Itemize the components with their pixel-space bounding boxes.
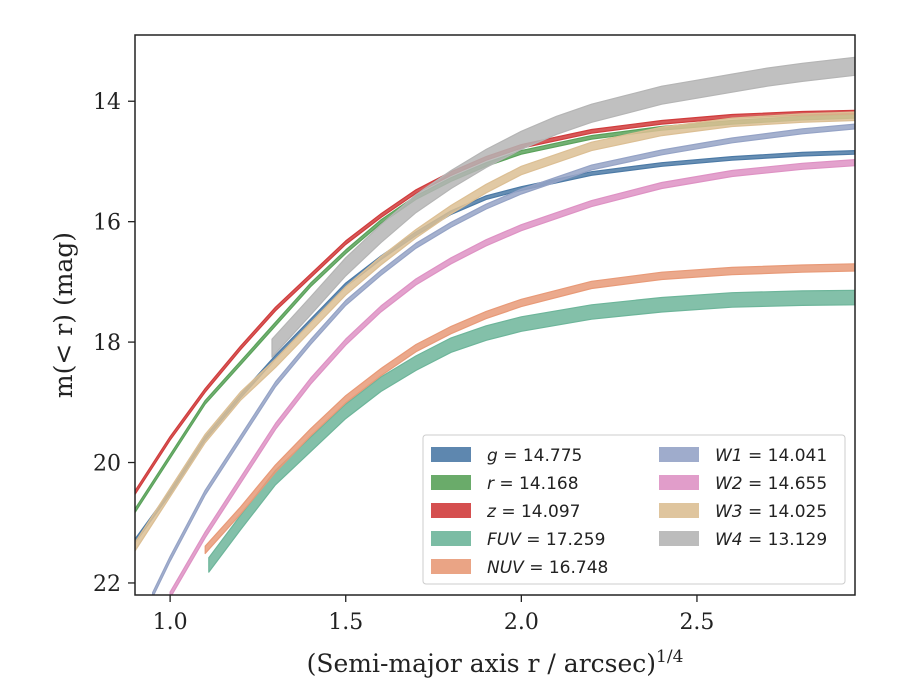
legend-swatch-g — [431, 447, 471, 462]
y-axis-ticks: 14 16 18 20 22 — [93, 90, 135, 597]
series-band-w3 — [135, 111, 855, 552]
plot-frame — [134, 34, 856, 596]
series-band-w4 — [271, 56, 855, 358]
legend-swatch-w1 — [659, 447, 699, 462]
legend-label-g: g = 14.775 — [487, 446, 582, 466]
legend-swatch-z — [431, 503, 471, 518]
legend-swatch-nuv — [431, 559, 471, 574]
legend-label-nuv: NUV = 16.748 — [487, 558, 608, 578]
series-layer — [135, 56, 855, 595]
y-tick-label: 18 — [93, 331, 121, 356]
legend-label-w1: W1 = 14.041 — [715, 446, 827, 466]
legend-label-z: z = 14.097 — [486, 502, 580, 522]
y-tick-label: 14 — [93, 90, 121, 115]
legend-swatch-r — [431, 475, 471, 490]
y-tick-label: 20 — [93, 452, 121, 477]
legend-label-w3: W3 = 14.025 — [715, 502, 827, 522]
legend-swatch-w4 — [659, 531, 699, 546]
x-tick-label: 1.5 — [328, 610, 363, 635]
legend: g = 14.775 r = 14.168 z = 14.097 FUV = 17.2… — [422, 434, 846, 585]
y-tick-label: 22 — [93, 572, 121, 597]
x-axis-ticks: 1.0 1.5 2.0 2.5 — [153, 595, 714, 635]
legend-label-r: r = 14.168 — [487, 474, 579, 494]
series-band-nuv — [204, 263, 855, 555]
legend-box — [422, 434, 846, 585]
legend-swatch-w3 — [659, 503, 699, 518]
x-axis-label: (Semi-major axis r / arcsec)1/4 — [307, 647, 684, 678]
y-tick-label: 16 — [93, 211, 121, 236]
x-axis-label-superscript: 1/4 — [656, 647, 683, 667]
legend-label-fuv: FUV = 17.259 — [487, 530, 605, 550]
legend-label-w2: W2 = 14.655 — [715, 474, 827, 494]
series-band-w1 — [152, 123, 855, 595]
series-band-r — [135, 113, 855, 514]
legend-swatch-w2 — [659, 475, 699, 490]
x-tick-label: 2.0 — [504, 610, 539, 635]
series-band-w2 — [169, 159, 855, 595]
x-tick-label: 2.5 — [679, 610, 714, 635]
legend-label-w4: W4 = 13.129 — [715, 530, 827, 550]
x-axis-label-text: (Semi-major axis r / arcsec) — [307, 649, 656, 678]
legend-swatch-fuv — [431, 531, 471, 546]
y-axis-label: m(< r) (mag) — [49, 232, 78, 398]
series-band-z — [135, 109, 855, 495]
series-band-fuv — [208, 289, 855, 573]
x-tick-label: 1.0 — [153, 610, 188, 635]
